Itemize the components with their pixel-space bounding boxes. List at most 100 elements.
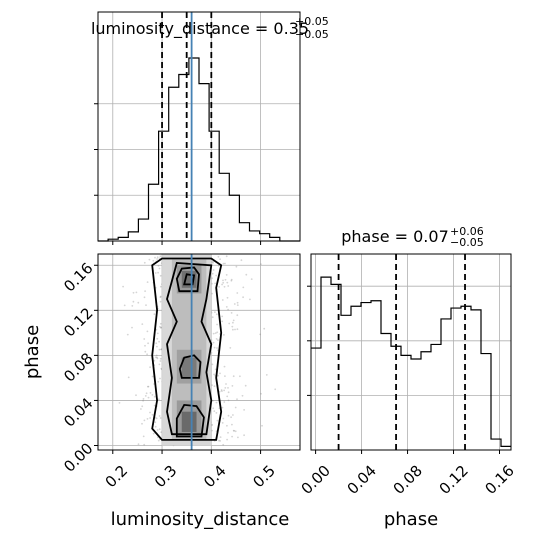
scatter-point	[226, 296, 229, 299]
scatter-point	[231, 325, 234, 328]
luminosity-distance-lower-error: −0.05	[295, 28, 329, 41]
scatter-point	[216, 419, 219, 422]
scatter-point	[222, 279, 224, 282]
quantile-lines	[161, 12, 213, 241]
scatter-point	[222, 443, 225, 446]
scatter-point	[132, 291, 135, 294]
scatter-point	[215, 274, 218, 277]
scatter-point	[212, 269, 215, 271]
scatter-point	[213, 373, 216, 376]
scatter-point	[232, 429, 235, 432]
scatter-point	[158, 428, 161, 431]
scatter-point	[126, 333, 129, 336]
scatter-point	[226, 424, 228, 427]
grid	[311, 254, 511, 450]
scatter-point	[123, 304, 126, 307]
scatter-point	[144, 395, 147, 397]
scatter-point	[221, 299, 224, 301]
scatter-point	[156, 332, 159, 335]
scatter-point	[147, 342, 150, 345]
scatter-point	[219, 440, 222, 442]
scatter-point	[227, 391, 230, 394]
scatter-point	[160, 367, 163, 370]
scatter-point	[160, 326, 162, 329]
x-tick-labels: 0.00 0.04 0.08 0.12 0.16	[298, 462, 518, 498]
scatter-point	[226, 438, 229, 441]
scatter-point	[156, 436, 159, 439]
scatter-point	[227, 431, 229, 434]
scatter-point	[234, 406, 237, 409]
scatter-point	[118, 402, 121, 404]
scatter-point	[220, 389, 223, 391]
axes-frame	[97, 253, 301, 451]
scatter-point	[159, 300, 162, 303]
scatter-point	[216, 347, 218, 349]
scatter-point	[274, 388, 277, 391]
scatter-point	[144, 350, 147, 353]
scatter-point	[142, 398, 145, 400]
scatter-point	[131, 326, 133, 329]
x-tick-label: 0.08	[390, 462, 426, 498]
scatter-point	[236, 398, 238, 401]
scatter-point	[211, 277, 214, 280]
scatter-point	[158, 363, 161, 366]
scatter-point	[152, 259, 155, 262]
scatter-point	[148, 258, 151, 261]
scatter-point	[219, 258, 222, 261]
scatter-point	[223, 285, 226, 288]
scatter-point	[137, 301, 140, 304]
scatter-point	[221, 315, 224, 318]
scatter-point	[218, 390, 221, 393]
scatter-point	[160, 348, 163, 351]
scatter-point	[156, 429, 159, 431]
scatter-point	[122, 285, 124, 288]
scatter-point	[235, 265, 238, 268]
scatter-point	[243, 434, 246, 437]
scatter-point	[221, 320, 224, 323]
scatter-point	[232, 321, 234, 324]
histogram	[98, 57, 300, 242]
scatter-point	[249, 298, 251, 301]
scatter-point	[227, 399, 230, 402]
scatter-point	[228, 322, 231, 325]
grid	[98, 12, 300, 241]
contour-line	[151, 257, 223, 441]
scatter-point	[237, 436, 239, 439]
scatter-point	[230, 278, 233, 281]
scatter-point	[155, 356, 157, 359]
scatter-point	[151, 375, 154, 378]
scatter-point	[224, 375, 226, 377]
scatter-point	[155, 328, 158, 331]
scatter-point	[157, 264, 160, 267]
joint-density-panel: 0.2 0.3 0.4 0.5 0.00 0.04 0.08 0.12 0.16 lumino…	[22, 253, 301, 530]
y-tick-label: 0.04	[60, 394, 96, 430]
scatter-point	[158, 340, 161, 343]
scatter-point	[137, 443, 140, 446]
scatter-point	[222, 417, 225, 420]
scatter-point	[232, 328, 234, 331]
scatter-point	[231, 435, 234, 438]
scatter-point	[143, 296, 146, 299]
histogram-step	[98, 57, 300, 242]
scatter-point	[230, 416, 233, 419]
scatter-point	[143, 338, 146, 340]
scatter-point	[214, 311, 216, 313]
scatter-point	[230, 312, 233, 314]
scatter-point	[159, 377, 161, 380]
scatter-point	[141, 405, 144, 408]
contour-line	[183, 273, 196, 286]
scatter-point	[212, 332, 215, 335]
scatter-point	[155, 354, 158, 357]
scatter-point	[234, 328, 236, 331]
scatter-point	[243, 409, 246, 411]
y-axis-label: phase	[22, 325, 43, 379]
scatter-point	[154, 272, 157, 274]
scatter-point	[160, 431, 163, 434]
tick-marks	[94, 264, 262, 454]
quantile-lines	[337, 254, 466, 450]
scatter-point	[156, 256, 159, 259]
axes-frame	[310, 253, 512, 451]
scatter-point	[221, 390, 223, 392]
scatter-point	[226, 281, 229, 284]
histogram-step	[311, 276, 511, 447]
